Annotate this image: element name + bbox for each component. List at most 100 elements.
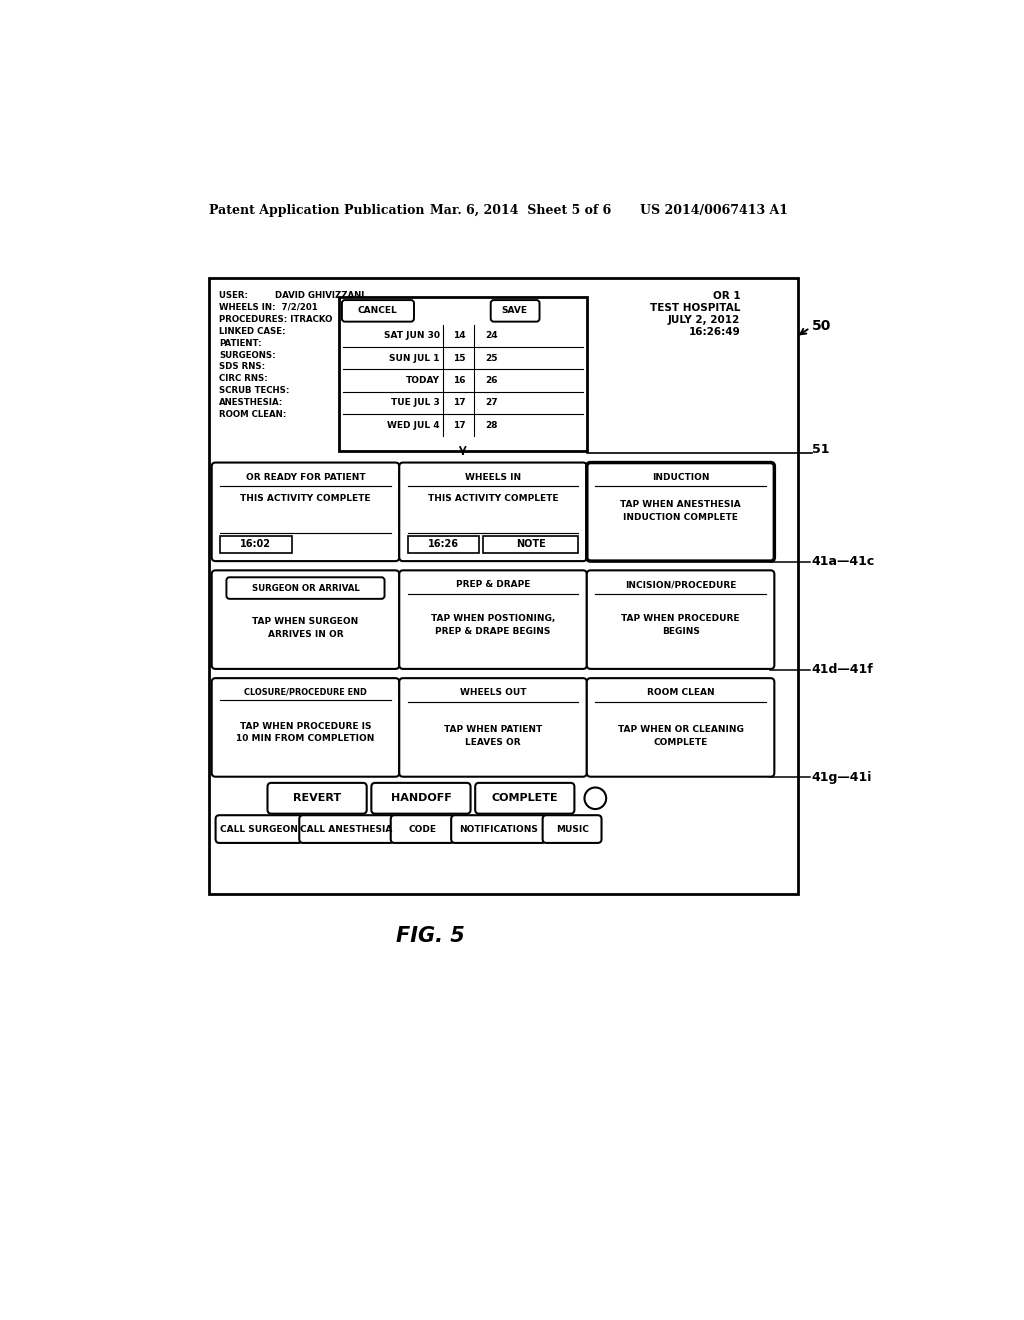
Text: PATIENT:: PATIENT: xyxy=(219,339,262,347)
Text: SCRUB TECHS:: SCRUB TECHS: xyxy=(219,387,290,395)
Text: TAP WHEN OR CLEANING: TAP WHEN OR CLEANING xyxy=(617,725,743,734)
Text: 16:02: 16:02 xyxy=(241,539,271,549)
Text: TAP WHEN PATIENT: TAP WHEN PATIENT xyxy=(443,725,542,734)
Text: WHEELS IN:  7/2/201: WHEELS IN: 7/2/201 xyxy=(219,302,318,312)
Bar xyxy=(408,536,479,553)
Text: PREP & DRAPE: PREP & DRAPE xyxy=(456,581,530,590)
Text: TAP WHEN SURGEON: TAP WHEN SURGEON xyxy=(252,618,358,627)
Text: SAT JUN 30: SAT JUN 30 xyxy=(384,331,439,341)
Text: US 2014/0067413 A1: US 2014/0067413 A1 xyxy=(640,205,787,218)
Text: SAVE: SAVE xyxy=(502,306,527,315)
Text: 51: 51 xyxy=(812,444,829,455)
Text: WED JUL 4: WED JUL 4 xyxy=(387,421,439,430)
Text: INCISION/PROCEDURE: INCISION/PROCEDURE xyxy=(625,581,736,590)
Text: CALL ANESTHESIA: CALL ANESTHESIA xyxy=(300,825,393,833)
Text: CALL SURGEON: CALL SURGEON xyxy=(220,825,298,833)
Text: 17: 17 xyxy=(453,421,465,430)
FancyBboxPatch shape xyxy=(587,570,774,669)
Text: 15: 15 xyxy=(453,354,465,363)
Text: 27: 27 xyxy=(485,399,498,408)
Text: SDS RNS:: SDS RNS: xyxy=(219,363,265,371)
Text: 26: 26 xyxy=(485,376,498,385)
Text: BEGINS: BEGINS xyxy=(662,627,699,636)
Text: 25: 25 xyxy=(485,354,498,363)
FancyBboxPatch shape xyxy=(490,300,540,322)
FancyBboxPatch shape xyxy=(342,300,414,322)
Bar xyxy=(339,297,587,451)
Text: CIRC RNS:: CIRC RNS: xyxy=(219,375,268,383)
Text: USER:         DAVID GHIVIZZANI: USER: DAVID GHIVIZZANI xyxy=(219,290,365,300)
FancyBboxPatch shape xyxy=(299,816,394,843)
FancyBboxPatch shape xyxy=(212,570,399,669)
Text: ROOM CLEAN:: ROOM CLEAN: xyxy=(219,411,287,420)
FancyBboxPatch shape xyxy=(452,816,546,843)
Bar xyxy=(483,536,579,553)
Text: OR 1: OR 1 xyxy=(713,290,740,301)
Text: Mar. 6, 2014  Sheet 5 of 6: Mar. 6, 2014 Sheet 5 of 6 xyxy=(430,205,611,218)
Text: 24: 24 xyxy=(485,331,498,341)
Text: 16: 16 xyxy=(453,376,465,385)
Text: ROOM CLEAN: ROOM CLEAN xyxy=(647,688,715,697)
Text: WHEELS IN: WHEELS IN xyxy=(465,473,521,482)
FancyBboxPatch shape xyxy=(399,462,587,561)
Text: 50: 50 xyxy=(812,319,830,333)
FancyBboxPatch shape xyxy=(267,783,367,813)
Text: LINKED CASE:: LINKED CASE: xyxy=(219,326,286,335)
Text: TAP WHEN POSTIONING,: TAP WHEN POSTIONING, xyxy=(431,614,555,623)
Text: 14: 14 xyxy=(453,331,465,341)
FancyBboxPatch shape xyxy=(391,816,455,843)
Text: TEST HOSPITAL: TEST HOSPITAL xyxy=(650,302,740,313)
FancyBboxPatch shape xyxy=(212,462,399,561)
Text: TAP WHEN PROCEDURE IS: TAP WHEN PROCEDURE IS xyxy=(240,722,372,731)
Text: LEAVES OR: LEAVES OR xyxy=(465,738,521,747)
Text: 10 MIN FROM COMPLETION: 10 MIN FROM COMPLETION xyxy=(237,734,375,743)
Text: 16:26: 16:26 xyxy=(428,539,459,549)
Text: INDUCTION COMPLETE: INDUCTION COMPLETE xyxy=(624,512,738,521)
Text: 28: 28 xyxy=(485,421,498,430)
FancyBboxPatch shape xyxy=(212,678,399,776)
FancyBboxPatch shape xyxy=(587,462,774,561)
Text: 41a—41c: 41a—41c xyxy=(812,556,874,569)
Text: ARRIVES IN OR: ARRIVES IN OR xyxy=(267,630,343,639)
Text: OR READY FOR PATIENT: OR READY FOR PATIENT xyxy=(246,473,366,482)
Bar xyxy=(220,536,292,553)
Text: NOTIFICATIONS: NOTIFICATIONS xyxy=(459,825,538,833)
Text: PREP & DRAPE BEGINS: PREP & DRAPE BEGINS xyxy=(435,627,551,636)
FancyBboxPatch shape xyxy=(399,570,587,669)
Text: PROCEDURES: ITRACKO: PROCEDURES: ITRACKO xyxy=(219,314,333,323)
Text: NOTE: NOTE xyxy=(516,539,546,549)
Bar xyxy=(209,277,799,894)
Text: TAP WHEN PROCEDURE: TAP WHEN PROCEDURE xyxy=(622,614,739,623)
Text: REVERT: REVERT xyxy=(293,793,341,804)
Text: CODE: CODE xyxy=(409,825,436,833)
Text: MUSIC: MUSIC xyxy=(556,825,589,833)
Text: 16:26:49: 16:26:49 xyxy=(688,326,740,337)
Text: HANDOFF: HANDOFF xyxy=(390,793,452,804)
Text: CANCEL: CANCEL xyxy=(357,306,397,315)
Text: SURGEON OR ARRIVAL: SURGEON OR ARRIVAL xyxy=(252,583,359,593)
Text: THIS ACTIVITY COMPLETE: THIS ACTIVITY COMPLETE xyxy=(241,494,371,503)
Text: THIS ACTIVITY COMPLETE: THIS ACTIVITY COMPLETE xyxy=(428,494,558,503)
Text: TUE JUL 3: TUE JUL 3 xyxy=(391,399,439,408)
Text: TAP WHEN ANESTHESIA: TAP WHEN ANESTHESIA xyxy=(621,500,741,510)
Text: SUN JUL 1: SUN JUL 1 xyxy=(389,354,439,363)
Text: INDUCTION: INDUCTION xyxy=(652,473,710,482)
FancyBboxPatch shape xyxy=(587,678,774,776)
FancyBboxPatch shape xyxy=(372,783,471,813)
Text: 41g—41i: 41g—41i xyxy=(812,771,871,784)
Text: Patent Application Publication: Patent Application Publication xyxy=(209,205,425,218)
FancyBboxPatch shape xyxy=(226,577,385,599)
Text: CLOSURE/PROCEDURE END: CLOSURE/PROCEDURE END xyxy=(244,688,367,697)
FancyBboxPatch shape xyxy=(543,816,601,843)
Text: 17: 17 xyxy=(453,399,465,408)
Text: 41d—41f: 41d—41f xyxy=(812,663,873,676)
Text: JULY 2, 2012: JULY 2, 2012 xyxy=(668,314,740,325)
FancyBboxPatch shape xyxy=(399,678,587,776)
FancyBboxPatch shape xyxy=(475,783,574,813)
FancyBboxPatch shape xyxy=(216,816,302,843)
Text: SURGEONS:: SURGEONS: xyxy=(219,351,276,359)
Text: TODAY: TODAY xyxy=(406,376,439,385)
Text: WHEELS OUT: WHEELS OUT xyxy=(460,688,526,697)
Text: ANESTHESIA:: ANESTHESIA: xyxy=(219,399,284,408)
Text: COMPLETE: COMPLETE xyxy=(653,738,708,747)
